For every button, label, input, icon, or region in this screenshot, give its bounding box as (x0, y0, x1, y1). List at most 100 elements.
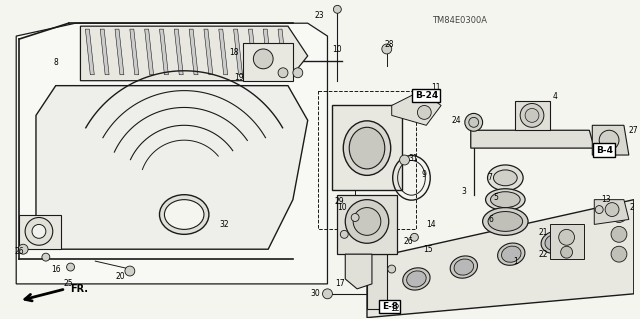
Text: 20: 20 (115, 272, 125, 281)
Circle shape (382, 44, 392, 54)
Circle shape (340, 230, 348, 238)
Polygon shape (243, 43, 293, 81)
Circle shape (67, 263, 74, 271)
Polygon shape (100, 29, 109, 75)
Ellipse shape (164, 200, 204, 229)
Polygon shape (145, 29, 154, 75)
Ellipse shape (483, 208, 528, 235)
Text: 26: 26 (14, 247, 24, 256)
Polygon shape (204, 29, 213, 75)
Text: B-24: B-24 (415, 91, 438, 100)
Ellipse shape (490, 192, 520, 208)
Text: 14: 14 (426, 220, 436, 229)
Text: 12: 12 (390, 304, 399, 313)
Text: 25: 25 (64, 279, 74, 288)
Polygon shape (219, 29, 228, 75)
Circle shape (611, 207, 627, 222)
Text: 11: 11 (431, 83, 441, 92)
Polygon shape (595, 200, 629, 225)
Text: 16: 16 (51, 264, 61, 273)
Circle shape (353, 208, 381, 235)
Circle shape (468, 117, 479, 127)
Ellipse shape (502, 246, 521, 262)
Polygon shape (471, 130, 595, 148)
Polygon shape (115, 29, 124, 75)
Circle shape (278, 68, 288, 78)
Text: 28: 28 (385, 40, 394, 48)
Circle shape (25, 218, 52, 245)
Polygon shape (345, 254, 372, 289)
Circle shape (388, 265, 396, 273)
Text: 6: 6 (488, 215, 493, 224)
Polygon shape (159, 29, 168, 75)
Polygon shape (81, 26, 308, 81)
Polygon shape (234, 29, 243, 75)
Text: 8: 8 (53, 58, 58, 67)
Polygon shape (189, 29, 198, 75)
Circle shape (520, 103, 544, 127)
Text: 27: 27 (629, 126, 639, 135)
Circle shape (559, 229, 575, 245)
Text: 31: 31 (408, 153, 419, 162)
Circle shape (42, 253, 50, 261)
Text: TM84E0300A: TM84E0300A (433, 16, 488, 25)
Text: 23: 23 (315, 11, 324, 20)
Text: 13: 13 (602, 195, 611, 204)
Polygon shape (337, 195, 397, 254)
Text: 18: 18 (229, 48, 238, 57)
Ellipse shape (454, 259, 474, 275)
Circle shape (399, 155, 410, 165)
Polygon shape (278, 29, 287, 75)
Text: 17: 17 (335, 279, 345, 288)
Polygon shape (392, 91, 441, 125)
Polygon shape (85, 29, 94, 75)
Circle shape (595, 205, 603, 213)
Circle shape (599, 130, 619, 150)
Text: 10: 10 (337, 203, 347, 212)
Circle shape (417, 106, 431, 119)
Polygon shape (174, 29, 183, 75)
Text: 21: 21 (538, 228, 548, 237)
Circle shape (611, 246, 627, 262)
Polygon shape (367, 200, 634, 318)
Text: 5: 5 (493, 193, 498, 202)
Circle shape (380, 302, 390, 312)
Text: 2: 2 (630, 203, 634, 212)
Polygon shape (19, 214, 61, 249)
Ellipse shape (488, 211, 523, 231)
Circle shape (323, 289, 332, 299)
Circle shape (410, 234, 419, 241)
Ellipse shape (493, 170, 517, 186)
Text: 29: 29 (335, 197, 344, 206)
Ellipse shape (541, 231, 568, 253)
Polygon shape (332, 106, 401, 190)
Text: FR.: FR. (70, 284, 88, 294)
Ellipse shape (545, 234, 564, 250)
Polygon shape (36, 85, 308, 249)
Text: 10: 10 (333, 46, 342, 55)
Circle shape (605, 203, 619, 217)
Text: 7: 7 (487, 173, 492, 182)
Text: 24: 24 (451, 116, 461, 125)
Polygon shape (16, 23, 328, 284)
Text: 15: 15 (424, 245, 433, 254)
Text: 1: 1 (513, 256, 518, 266)
Ellipse shape (159, 195, 209, 234)
Ellipse shape (406, 271, 426, 287)
Ellipse shape (486, 189, 525, 211)
Circle shape (253, 49, 273, 69)
Text: 30: 30 (311, 289, 321, 298)
Ellipse shape (488, 165, 523, 191)
Ellipse shape (343, 121, 390, 175)
Text: E-8: E-8 (381, 302, 398, 311)
Circle shape (18, 244, 28, 254)
Text: 22: 22 (538, 250, 548, 259)
Ellipse shape (450, 256, 477, 278)
Polygon shape (130, 29, 139, 75)
Circle shape (611, 226, 627, 242)
Circle shape (561, 246, 573, 258)
Circle shape (351, 213, 359, 221)
Text: 26: 26 (404, 237, 413, 246)
Polygon shape (367, 254, 387, 309)
Circle shape (32, 225, 46, 238)
